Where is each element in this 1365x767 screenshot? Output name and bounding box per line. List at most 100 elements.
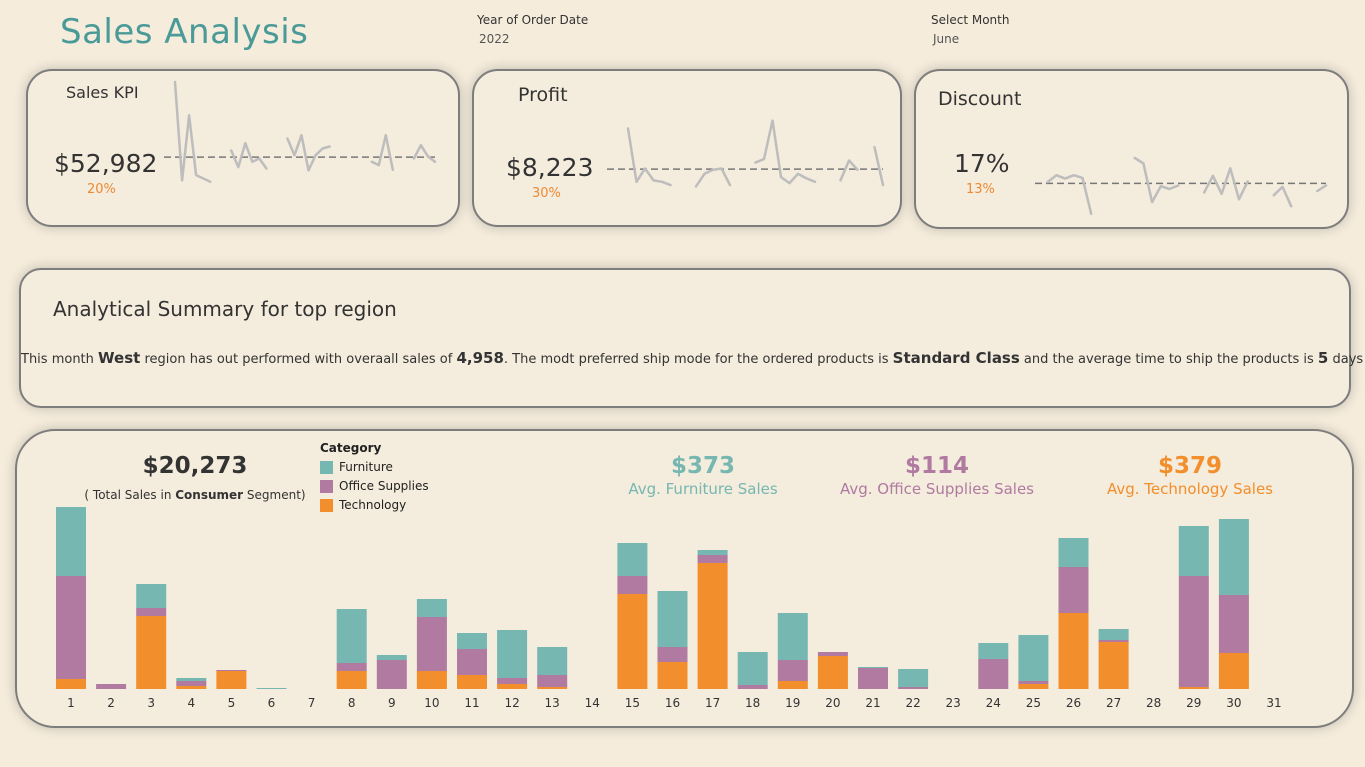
bar-segment-office-supplies[interactable] xyxy=(858,668,888,689)
bar-segment-furniture[interactable] xyxy=(657,591,688,647)
bar-segment-furniture[interactable] xyxy=(898,669,929,687)
bar-segment-furniture[interactable] xyxy=(1218,519,1249,595)
sparkline-trend-segment xyxy=(1316,184,1328,193)
kpi-change: 20% xyxy=(87,182,116,197)
bar-segment-office-supplies[interactable] xyxy=(697,555,728,563)
bar-segment-technology[interactable] xyxy=(1018,684,1049,689)
avg-office-supplies: $114 Avg. Office Supplies Sales xyxy=(817,453,1057,498)
bar-segment-furniture[interactable] xyxy=(777,613,808,660)
bar-segment-technology[interactable] xyxy=(56,679,86,689)
summary-region: West xyxy=(98,349,141,367)
bar-segment-furniture[interactable] xyxy=(1018,635,1049,681)
bar-segment-technology[interactable] xyxy=(457,675,487,689)
avg-technology: $379 Avg. Technology Sales xyxy=(1070,453,1310,498)
bar-segment-office-supplies[interactable] xyxy=(416,617,447,671)
bar-segment-furniture[interactable] xyxy=(136,584,167,608)
sparkline-trend-segment xyxy=(229,141,268,170)
bar-segment-office-supplies[interactable] xyxy=(1098,640,1129,642)
x-tick-label: 11 xyxy=(464,696,479,710)
bar-segment-office-supplies[interactable] xyxy=(457,649,487,675)
bar-segment-technology[interactable] xyxy=(1218,653,1249,689)
bar-segment-office-supplies[interactable] xyxy=(1018,681,1049,684)
bar-segment-technology[interactable] xyxy=(416,671,447,689)
bar-segment-office-supplies[interactable] xyxy=(1178,576,1209,687)
bar-segment-furniture[interactable] xyxy=(737,652,768,685)
x-tick-label: 27 xyxy=(1106,696,1121,710)
bar-segment-furniture[interactable] xyxy=(56,507,86,576)
bar-segment-furniture[interactable] xyxy=(176,678,207,681)
segment-caption-suffix: Segment) xyxy=(243,488,306,502)
bar-segment-office-supplies[interactable] xyxy=(737,685,768,689)
year-filter-value[interactable]: 2022 xyxy=(479,32,510,46)
bar-segment-office-supplies[interactable] xyxy=(617,576,648,594)
sparkline-trend-segment xyxy=(839,159,859,182)
bar-segment-office-supplies[interactable] xyxy=(216,670,247,671)
legend-item-technology[interactable]: Technology xyxy=(320,498,429,512)
bar-segment-furniture[interactable] xyxy=(1058,538,1089,567)
bar-segment-technology[interactable] xyxy=(617,594,648,689)
bar-segment-furniture[interactable] xyxy=(617,543,648,576)
x-tick-label: 2 xyxy=(107,696,115,710)
bar-segment-furniture[interactable] xyxy=(457,633,487,649)
bar-segment-technology[interactable] xyxy=(1098,642,1129,689)
x-tick-label: 9 xyxy=(388,696,396,710)
bar-segment-office-supplies[interactable] xyxy=(777,660,808,681)
bar-segment-furniture[interactable] xyxy=(497,630,528,678)
bar-segment-technology[interactable] xyxy=(336,671,367,689)
x-tick-label: 31 xyxy=(1266,696,1281,710)
bar-segment-office-supplies[interactable] xyxy=(376,660,407,689)
bar-segment-office-supplies[interactable] xyxy=(537,675,568,687)
month-filter-value[interactable]: June xyxy=(933,32,960,46)
bar-segment-office-supplies[interactable] xyxy=(136,608,167,616)
bar-segment-office-supplies[interactable] xyxy=(657,647,688,662)
bar-segment-technology[interactable] xyxy=(176,686,207,689)
bar-segment-furniture[interactable] xyxy=(978,643,1009,659)
bar-segment-office-supplies[interactable] xyxy=(56,576,86,679)
legend-swatch xyxy=(320,460,333,474)
bar-segment-furniture[interactable] xyxy=(1178,526,1209,576)
bar-segment-technology[interactable] xyxy=(497,684,528,689)
bar-segment-furniture[interactable] xyxy=(858,667,888,668)
bar-segment-office-supplies[interactable] xyxy=(497,678,528,684)
bar-segment-furniture[interactable] xyxy=(256,688,287,689)
summary-fragment: and the average time to ship the product… xyxy=(1019,352,1318,367)
bar-segment-technology[interactable] xyxy=(216,671,247,689)
bar-segment-office-supplies[interactable] xyxy=(1058,567,1089,613)
year-filter[interactable]: Year of Order Date 2022 xyxy=(477,13,588,46)
summary-ship-days: 5 xyxy=(1317,349,1329,367)
bar-segment-furniture[interactable] xyxy=(697,550,728,555)
bar-segment-technology[interactable] xyxy=(1178,687,1209,689)
legend-label: Technology xyxy=(339,498,407,512)
legend-item-furniture[interactable]: Furniture xyxy=(320,460,429,474)
kpi-card-discount: Discount 17% 13% xyxy=(914,69,1349,229)
x-tick-label: 26 xyxy=(1066,696,1081,710)
bar-segment-technology[interactable] xyxy=(1058,613,1089,689)
bar-segment-technology[interactable] xyxy=(777,681,808,689)
summary-fragment: This month xyxy=(21,352,99,367)
sparkline xyxy=(607,119,885,188)
x-tick-label: 8 xyxy=(348,696,356,710)
bar-segment-office-supplies[interactable] xyxy=(978,659,1009,689)
bar-segment-office-supplies[interactable] xyxy=(336,663,367,671)
bar-segment-technology[interactable] xyxy=(537,687,568,689)
bar-segment-furniture[interactable] xyxy=(336,609,367,663)
bar-segment-technology[interactable] xyxy=(136,616,167,689)
bar-segment-office-supplies[interactable] xyxy=(817,652,848,656)
bar-segment-furniture[interactable] xyxy=(1098,629,1129,640)
bar-segment-office-supplies[interactable] xyxy=(898,687,929,689)
bar-segment-furniture[interactable] xyxy=(376,655,407,660)
bar-segment-technology[interactable] xyxy=(697,563,728,689)
legend-item-office-supplies[interactable]: Office Supplies xyxy=(320,479,429,493)
bar-segment-furniture[interactable] xyxy=(537,647,568,675)
bar-segment-office-supplies[interactable] xyxy=(176,681,207,686)
bar-segment-office-supplies[interactable] xyxy=(1218,595,1249,653)
x-tick-label: 25 xyxy=(1026,696,1041,710)
bar-segment-furniture[interactable] xyxy=(416,599,447,617)
sparkline-trend-segment xyxy=(370,133,395,172)
bar-segment-office-supplies[interactable] xyxy=(96,684,127,689)
month-filter[interactable]: Select Month June xyxy=(931,13,1009,46)
segment-caption: ( Total Sales in Consumer Segment) xyxy=(77,488,313,502)
x-tick-label: 24 xyxy=(986,696,1001,710)
bar-segment-technology[interactable] xyxy=(817,656,848,689)
bar-segment-technology[interactable] xyxy=(657,662,688,689)
